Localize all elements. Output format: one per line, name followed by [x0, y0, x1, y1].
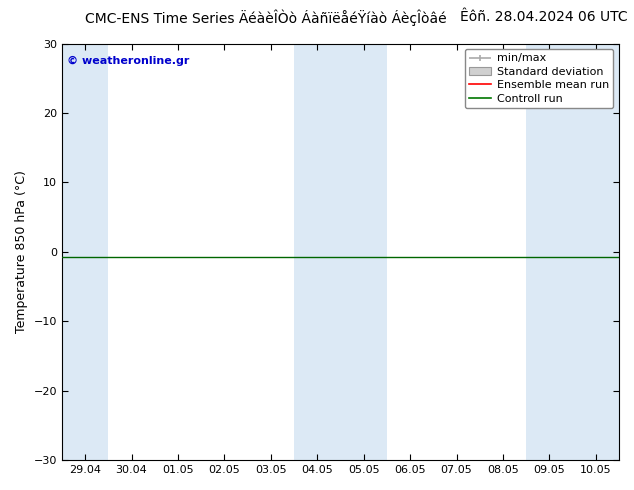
Bar	[62, 44, 108, 460]
Bar	[526, 44, 619, 460]
Y-axis label: Temperature 850 hPa (°C): Temperature 850 hPa (°C)	[15, 171, 28, 333]
Text: Êôñ. 28.04.2024 06 UTC: Êôñ. 28.04.2024 06 UTC	[460, 10, 628, 24]
Text: © weatheronline.gr: © weatheronline.gr	[67, 56, 190, 66]
Legend: min/max, Standard deviation, Ensemble mean run, Controll run: min/max, Standard deviation, Ensemble me…	[465, 49, 614, 108]
Bar	[294, 44, 387, 460]
Text: CMC-ENS Time Series ÄéàèÎÒò ÁàñïëåéŸíàò ÁèçÎòâé: CMC-ENS Time Series ÄéàèÎÒò ÁàñïëåéŸíàò …	[86, 10, 447, 26]
